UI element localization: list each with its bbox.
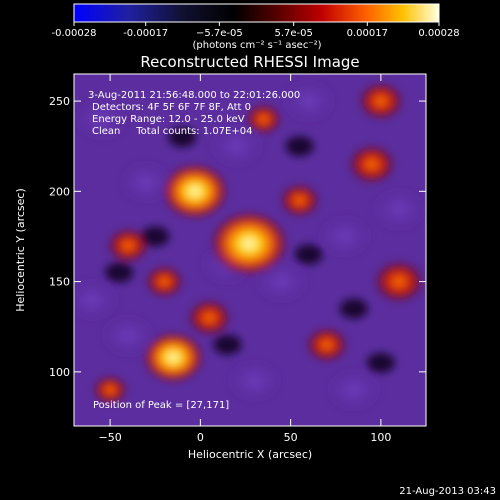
emission-source xyxy=(372,259,426,304)
background-blob xyxy=(325,367,382,412)
annotation-detectors: Detectors: 4F 5F 6F 7F 8F, Att 0 xyxy=(92,102,251,113)
background-blob xyxy=(100,313,157,358)
background-blob xyxy=(118,160,175,205)
colorbar-ticks: -0.00028 -0.00017 −5.7e-05 5.7e-05 0.00017 0.… xyxy=(52,22,460,39)
background-blob xyxy=(370,187,426,232)
colorbar-tick-label: 0.00017 xyxy=(347,28,388,39)
x-tick-label: 50 xyxy=(284,431,298,444)
y-tick-label: 250 xyxy=(49,95,70,108)
dark-lane xyxy=(105,262,134,283)
emission-source xyxy=(244,103,283,135)
annotation-time: 3-Aug-2011 21:56:48.000 to 22:01:26.000 xyxy=(88,90,300,101)
background-blob xyxy=(226,358,283,403)
y-tick-label: 200 xyxy=(49,185,70,198)
dark-lane xyxy=(168,127,197,148)
dark-lane xyxy=(339,298,368,319)
background-blob xyxy=(280,79,337,124)
emission-source xyxy=(144,265,184,298)
colorbar-tick-label: −5.7e-05 xyxy=(196,28,243,39)
dark-lane xyxy=(285,136,314,157)
x-axis-label: Heliocentric X (arcsec) xyxy=(188,448,312,461)
y-axis-label: Heliocentric Y (arcsec) xyxy=(14,188,27,312)
dark-lane xyxy=(294,244,323,265)
colorbar-tick-label: 0.00028 xyxy=(418,28,459,39)
emission-source xyxy=(92,375,128,405)
dark-lane xyxy=(213,334,242,355)
axis-ticks: −50 0 50 100 100 150 200 250 xyxy=(49,74,426,444)
x-tick-label: 100 xyxy=(370,431,391,444)
emission-sources xyxy=(74,79,426,412)
emission-source xyxy=(187,299,232,337)
emission-source xyxy=(143,332,204,383)
plot-area: −50 0 50 100 100 150 200 250 3-Aug-2011 21:56:4… xyxy=(49,73,427,444)
x-tick-label: 0 xyxy=(197,431,204,444)
annotation-clean: Clean Total counts: 1.07E+04 xyxy=(92,126,252,137)
chart-title: Reconstructed RHESSI Image xyxy=(140,53,359,71)
annotation-peak: Position of Peak = [27,171] xyxy=(93,400,229,411)
plot-frame xyxy=(73,73,427,427)
colorbar-label: (photons cm⁻² s⁻¹ asec⁻²) xyxy=(192,40,321,51)
emission-source xyxy=(305,326,349,363)
colorbar-tick-label: -0.00028 xyxy=(52,28,97,39)
x-tick-label: −50 xyxy=(98,431,121,444)
background-blob xyxy=(74,277,121,322)
footer-date: 21-Aug-2013 03:43 xyxy=(399,486,496,497)
colorbar-tick-label: -0.00017 xyxy=(123,28,168,39)
background-blob xyxy=(74,97,130,142)
y-tick-label: 150 xyxy=(49,276,70,289)
background-blob xyxy=(316,214,373,259)
background-blob xyxy=(208,124,265,169)
emission-source xyxy=(162,164,228,219)
colorbar: -0.00028 -0.00017 −5.7e-05 5.7e-05 0.00017 0.… xyxy=(52,3,460,51)
emission-source xyxy=(357,81,405,121)
emission-source xyxy=(347,144,397,185)
colorbar-strip xyxy=(73,3,440,23)
emission-source xyxy=(210,211,288,276)
emission-source xyxy=(106,227,150,264)
emission-source xyxy=(279,183,321,218)
colorbar-tick-label: 5.7e-05 xyxy=(274,28,312,39)
dark-lane xyxy=(366,352,395,373)
annotation-energy: Energy Range: 12.0 - 25.0 keV xyxy=(92,114,245,125)
y-tick-label: 100 xyxy=(49,366,70,379)
